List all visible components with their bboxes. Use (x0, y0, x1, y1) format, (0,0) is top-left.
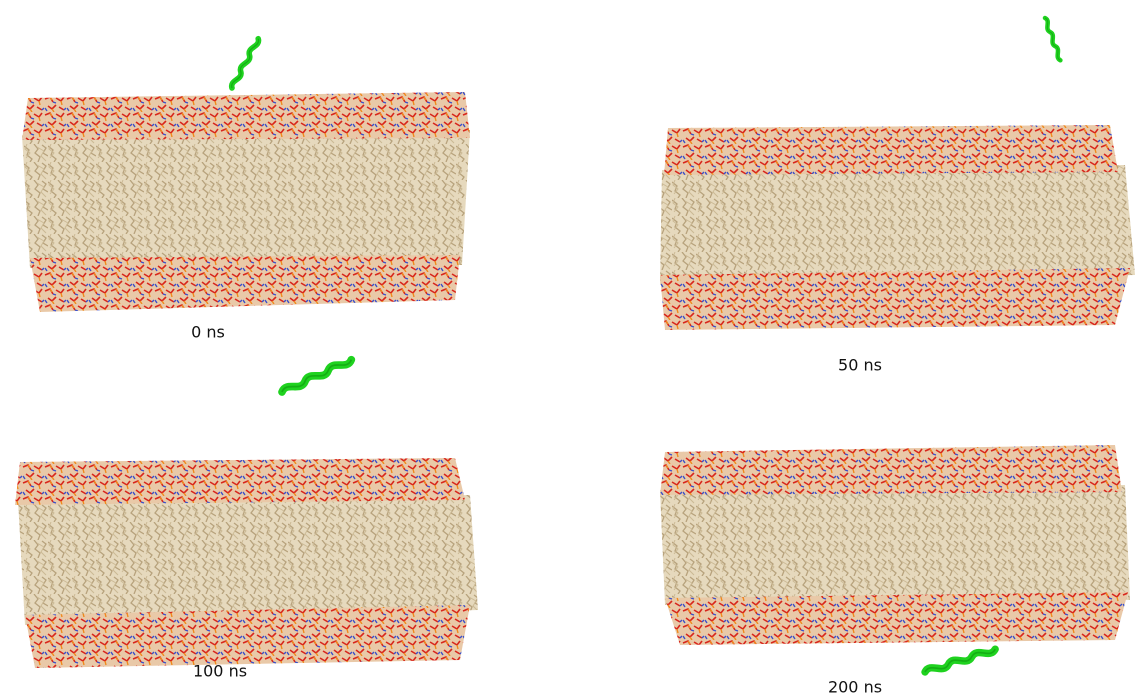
membrane-200ns (660, 445, 1130, 674)
time-label: 50 ns (838, 356, 882, 375)
membrane-0ns (22, 38, 470, 312)
time-label: 200 ns (828, 678, 882, 697)
time-label: 0 ns (191, 323, 225, 342)
membrane-100ns (15, 357, 478, 668)
time-label: 100 ns (193, 662, 247, 681)
membrane-50ns (660, 18, 1135, 330)
